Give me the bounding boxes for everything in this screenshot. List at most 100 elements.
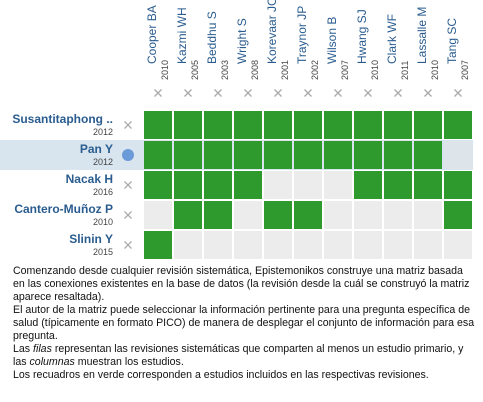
column-name[interactable]: Wright S xyxy=(235,18,249,64)
matrix-cell xyxy=(144,231,172,259)
text: columnas xyxy=(29,356,75,368)
column-year: 2008 xyxy=(250,60,260,80)
column-name[interactable]: Korevaar JC xyxy=(265,0,279,64)
column-name[interactable]: Kazmi WH xyxy=(175,7,189,64)
matrix-cell xyxy=(444,171,472,199)
matrix-cell xyxy=(414,201,442,229)
matrix-cell xyxy=(354,231,382,259)
matrix-cell xyxy=(384,231,412,259)
row-year: 2016 xyxy=(93,187,113,197)
matrix-cell xyxy=(144,171,172,199)
remove-button[interactable] xyxy=(244,89,252,97)
matrix-cell xyxy=(324,111,352,139)
paragraph: Los recuadros en verde corresponden a es… xyxy=(13,369,429,381)
paragraph: Comenzando desde cualquier revisión sist… xyxy=(13,265,470,303)
column-year: 2010 xyxy=(430,60,440,80)
remove-button[interactable] xyxy=(154,89,162,97)
row-name[interactable]: Nacak H xyxy=(66,172,113,186)
row-name[interactable]: Pan Y xyxy=(80,142,113,156)
column-name[interactable]: Lassalle M xyxy=(415,7,429,64)
text: filas xyxy=(33,343,52,355)
matrix-cell xyxy=(414,111,442,139)
remove-button[interactable] xyxy=(454,89,462,97)
matrix-cell xyxy=(414,141,442,169)
row-name[interactable]: Susantitaphong .. xyxy=(12,112,113,126)
remove-button[interactable] xyxy=(124,211,132,219)
matrix-cell xyxy=(204,231,232,259)
row-name[interactable]: Slinin Y xyxy=(69,232,113,246)
column-year: 2002 xyxy=(310,60,320,80)
description: Comenzando desde cualquier revisión sist… xyxy=(13,265,475,382)
matrix-cell xyxy=(264,171,292,199)
matrix-cell xyxy=(234,171,262,199)
paragraph: El autor de la matriz puede seleccionar … xyxy=(13,304,475,342)
remove-button[interactable] xyxy=(124,121,132,129)
matrix-cell xyxy=(444,201,472,229)
matrix-cell xyxy=(294,171,322,199)
selected-dot xyxy=(122,149,134,161)
matrix-cell xyxy=(414,171,442,199)
matrix-cell xyxy=(444,231,472,259)
matrix-cell xyxy=(444,141,472,169)
matrix-cell xyxy=(144,111,172,139)
matrix-cell xyxy=(384,111,412,139)
remove-button[interactable] xyxy=(274,89,282,97)
matrix-cell xyxy=(174,231,202,259)
remove-button[interactable] xyxy=(304,89,312,97)
column-name[interactable]: Tang SC xyxy=(445,18,459,64)
matrix-cell xyxy=(174,141,202,169)
remove-button[interactable] xyxy=(214,89,222,97)
matrix-cell xyxy=(354,141,382,169)
remove-button[interactable] xyxy=(184,89,192,97)
matrix-cell xyxy=(444,111,472,139)
matrix-cell xyxy=(384,171,412,199)
matrix-cell xyxy=(294,111,322,139)
row-year: 2010 xyxy=(93,217,113,227)
row-year: 2012 xyxy=(93,157,113,167)
column-year: 2010 xyxy=(160,60,170,80)
text: muestran los estudios. xyxy=(74,356,184,368)
column-year: 2011 xyxy=(400,61,410,80)
matrix-cell xyxy=(414,231,442,259)
remove-button[interactable] xyxy=(424,89,432,97)
remove-button[interactable] xyxy=(124,181,132,189)
matrix-cell xyxy=(144,201,172,229)
column-year: 2010 xyxy=(370,60,380,80)
matrix-cell xyxy=(264,231,292,259)
matrix-cell xyxy=(234,111,262,139)
matrix-cell xyxy=(174,111,202,139)
column-name[interactable]: Hwang SJ xyxy=(355,9,369,64)
remove-button[interactable] xyxy=(124,241,132,249)
remove-button[interactable] xyxy=(334,89,342,97)
column-name[interactable]: Cooper BA xyxy=(145,5,159,64)
text: Las xyxy=(13,343,34,355)
matrix-cell xyxy=(144,141,172,169)
column-name[interactable]: Traynor JP xyxy=(295,6,309,64)
column-name[interactable]: Clark WF xyxy=(385,14,399,64)
remove-button[interactable] xyxy=(364,89,372,97)
column-year: 2003 xyxy=(220,60,230,80)
column-name[interactable]: Beddhu S xyxy=(205,11,219,64)
matrix-cell xyxy=(384,201,412,229)
matrix-cell xyxy=(264,141,292,169)
row-name[interactable]: Cantero-Muñoz P xyxy=(14,202,113,216)
matrix-cell xyxy=(354,201,382,229)
row-year: 2012 xyxy=(93,127,113,137)
matrix-cell xyxy=(234,141,262,169)
matrix-cell xyxy=(294,231,322,259)
remove-button[interactable] xyxy=(394,89,402,97)
paragraph: Las filas representan las revisiones sis… xyxy=(13,343,475,369)
matrix-cell xyxy=(354,171,382,199)
matrix-cell xyxy=(204,141,232,169)
matrix-cell xyxy=(294,141,322,169)
column-year: 2001 xyxy=(280,60,290,80)
matrix-cell xyxy=(294,201,322,229)
matrix-cell xyxy=(324,231,352,259)
matrix-cell xyxy=(354,111,382,139)
column-name[interactable]: Wilson B xyxy=(325,17,339,64)
matrix-cell xyxy=(324,171,352,199)
matrix-cell xyxy=(264,111,292,139)
column-year: 2007 xyxy=(340,60,350,80)
